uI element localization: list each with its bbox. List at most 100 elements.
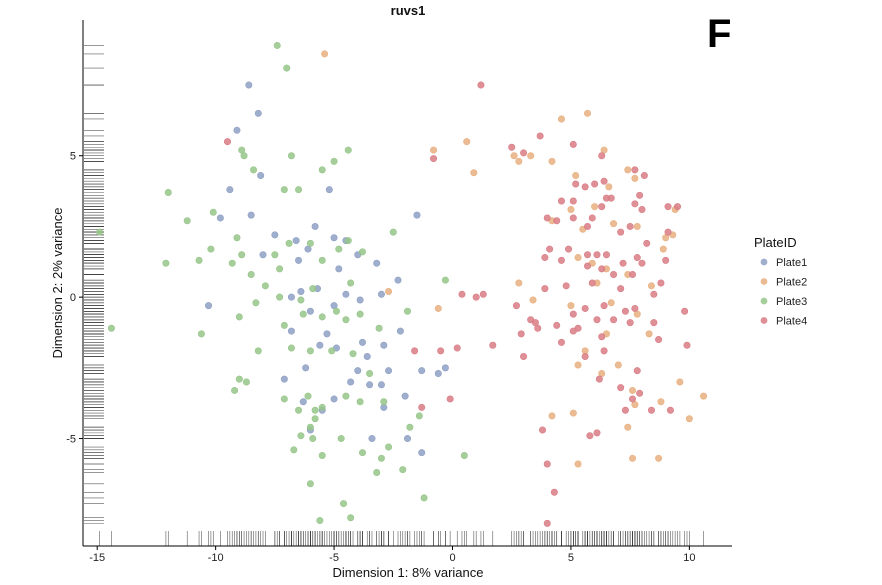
point-plate4-86 <box>683 341 691 349</box>
point-plate3-46 <box>299 310 307 318</box>
legend-label-plate3: Plate3 <box>776 296 807 308</box>
point-plate2-24 <box>659 245 667 253</box>
point-plate1-3 <box>226 186 234 194</box>
x-axis-title: Dimension 1: 8% variance <box>332 565 483 580</box>
x-rug <box>99 531 704 546</box>
point-plate4-46 <box>610 271 618 279</box>
point-plate4-19 <box>638 205 646 213</box>
point-plate1-20 <box>323 330 331 338</box>
point-plate4-28 <box>553 217 561 225</box>
point-plate1-34 <box>363 353 371 361</box>
point-plate2-20 <box>633 222 641 230</box>
point-plate4-64 <box>631 304 639 312</box>
point-plate4-79 <box>600 347 608 355</box>
point-plate4-34 <box>565 245 573 253</box>
point-plate3-4 <box>250 166 258 174</box>
point-plate4-21 <box>674 203 682 211</box>
point-plate4-25 <box>588 214 596 222</box>
point-plate2-41 <box>614 361 622 369</box>
point-plate2-30 <box>647 282 655 290</box>
point-plate4-77 <box>655 336 663 344</box>
point-plate3-39 <box>403 307 411 315</box>
point-plate4-11 <box>591 180 599 188</box>
point-plate4-80 <box>411 347 419 355</box>
point-plate3-43 <box>235 313 243 321</box>
point-plate1-27 <box>356 296 364 304</box>
point-plate2-39 <box>515 279 523 287</box>
point-plate3-44 <box>252 299 260 307</box>
point-plate1-5 <box>216 214 224 222</box>
point-plate1-7 <box>325 186 333 194</box>
point-plate4-93 <box>418 403 426 411</box>
point-plate1-44 <box>377 381 385 389</box>
point-plate1-29 <box>394 276 402 284</box>
point-plate4-18 <box>631 200 639 208</box>
point-plate2-49 <box>548 412 556 420</box>
point-plate3-73 <box>406 423 414 431</box>
point-plate4-14 <box>636 191 644 199</box>
point-plate4-57 <box>512 302 520 310</box>
point-plate1-30 <box>205 302 213 310</box>
point-plate3-40 <box>441 276 449 284</box>
point-plate2-47 <box>676 378 684 386</box>
point-plate4-24 <box>584 222 592 230</box>
point-plate4-9 <box>640 172 648 180</box>
point-plate4-35 <box>584 251 592 259</box>
point-plate4-88 <box>629 395 637 403</box>
point-plate3-14 <box>233 234 241 242</box>
point-plate4-101 <box>647 406 655 414</box>
point-plate4-96 <box>593 429 601 437</box>
point-plate4-22 <box>543 214 551 222</box>
point-plate4-36 <box>593 251 601 259</box>
point-plate2-9 <box>515 157 523 165</box>
point-plate3-48 <box>342 316 350 324</box>
point-plate1-25 <box>342 290 350 298</box>
point-plate3-31 <box>347 279 355 287</box>
point-plate3-52 <box>328 347 336 355</box>
x-tick-label: -15 <box>89 552 105 564</box>
point-plate3-15 <box>207 245 215 253</box>
point-plate3-13 <box>183 217 191 225</box>
point-plate3-9 <box>295 186 303 194</box>
point-plate3-33 <box>276 293 284 301</box>
point-plate1-12 <box>330 234 338 242</box>
point-plate4-54 <box>458 290 466 298</box>
point-plate1-23 <box>297 287 305 295</box>
point-plate4-98 <box>543 460 551 468</box>
point-plate1-56 <box>380 341 388 349</box>
legend-label-plate4: Plate4 <box>776 316 807 328</box>
point-plate2-10 <box>572 172 580 180</box>
point-plate4-6 <box>598 152 606 160</box>
legend-marker-plate3 <box>760 297 768 305</box>
point-plate1-52 <box>368 435 376 443</box>
point-plate3-32 <box>261 282 269 290</box>
point-plate1-39 <box>385 367 393 375</box>
point-plate4-43 <box>557 256 565 264</box>
point-plate4-74 <box>517 330 525 338</box>
point-plate4-23 <box>569 214 577 222</box>
point-plate4-62 <box>600 302 608 310</box>
point-plate4-84 <box>581 353 589 361</box>
point-plate1-21 <box>306 307 314 315</box>
point-plate4-92 <box>621 406 629 414</box>
point-plate4-12 <box>600 177 608 185</box>
point-plate4-13 <box>581 183 589 191</box>
y-rug <box>84 45 104 524</box>
point-plate1-2 <box>233 126 241 134</box>
point-plate3-28 <box>276 265 284 273</box>
point-plate1-10 <box>292 237 300 245</box>
point-plate3-67 <box>306 423 314 431</box>
point-plate1-0 <box>245 81 253 89</box>
legend-marker-plate2 <box>760 278 768 285</box>
point-plate3-84 <box>347 514 355 522</box>
point-plate3-29 <box>247 271 255 279</box>
point-plate3-58 <box>280 395 288 403</box>
point-plate4-53 <box>650 290 658 298</box>
point-plate3-72 <box>415 412 423 420</box>
point-plate2-5 <box>584 109 592 117</box>
x-tick-label: 5 <box>568 552 574 564</box>
point-plate3-5 <box>287 152 295 160</box>
point-plate2-42 <box>574 361 582 369</box>
point-plate2-43 <box>629 386 637 394</box>
point-plate2-16 <box>591 203 599 211</box>
